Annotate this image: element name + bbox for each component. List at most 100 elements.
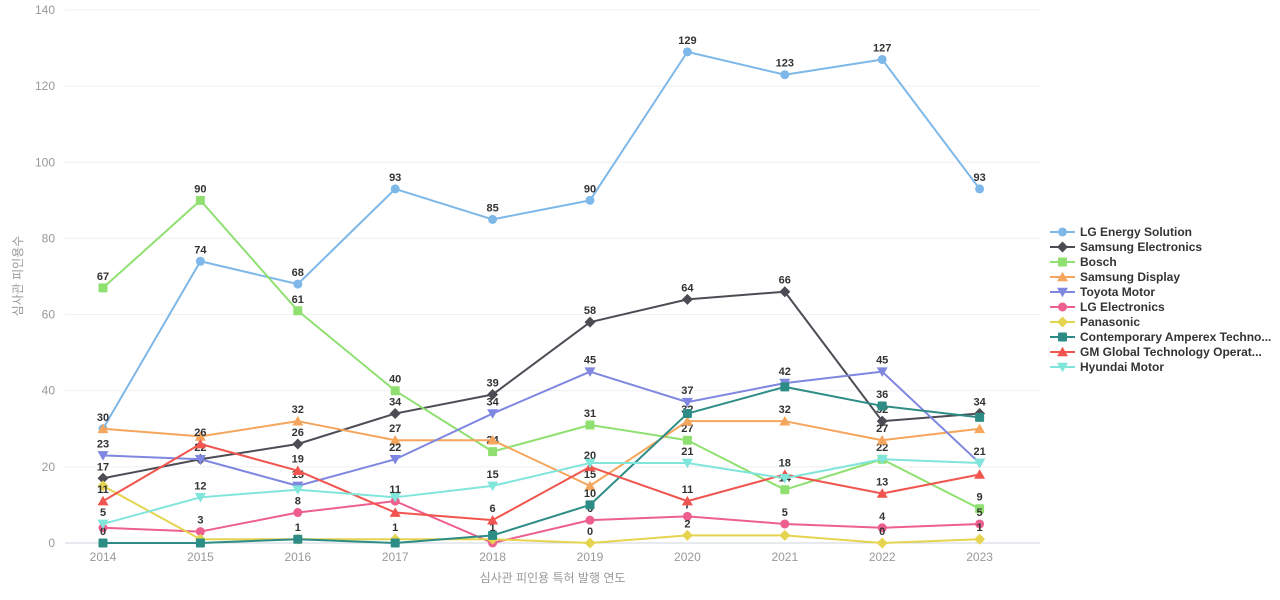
- legend-item-samsung-display[interactable]: Samsung Display: [1050, 269, 1271, 284]
- series-line[interactable]: [102, 370, 981, 487]
- data-point-marker[interactable]: [779, 415, 791, 426]
- data-point-marker[interactable]: [876, 488, 888, 498]
- data-point-marker[interactable]: [975, 184, 985, 194]
- data-point-marker[interactable]: [974, 458, 986, 469]
- data-point-marker[interactable]: [97, 472, 109, 484]
- data-point-marker[interactable]: [487, 514, 499, 525]
- data-point-marker[interactable]: [488, 214, 498, 224]
- data-point-marker[interactable]: [681, 529, 693, 541]
- data-point-marker[interactable]: [974, 423, 986, 434]
- data-point-marker[interactable]: [681, 397, 693, 408]
- data-point-marker[interactable]: [292, 415, 304, 426]
- data-point-marker[interactable]: [97, 451, 109, 461]
- data-point-marker[interactable]: [584, 367, 596, 377]
- data-point-marker[interactable]: [390, 386, 400, 396]
- series-line[interactable]: [102, 500, 980, 544]
- legend-item-gm-global-technology-operat[interactable]: GM Global Technology Operat...: [1050, 344, 1271, 359]
- data-point-marker[interactable]: [97, 519, 109, 530]
- data-point-marker[interactable]: [389, 454, 401, 465]
- data-point-marker[interactable]: [293, 508, 303, 518]
- series-line[interactable]: [102, 199, 981, 510]
- data-point-marker[interactable]: [293, 279, 303, 289]
- series-line[interactable]: [102, 458, 980, 525]
- legend-item-bosch[interactable]: Bosch: [1050, 254, 1271, 269]
- data-point-marker[interactable]: [780, 382, 790, 392]
- data-point-marker[interactable]: [974, 533, 986, 545]
- data-point-marker[interactable]: [682, 435, 692, 445]
- legend-item-toyota-motor[interactable]: Toyota Motor: [1050, 284, 1271, 299]
- data-point-marker[interactable]: [195, 538, 205, 548]
- data-point-marker[interactable]: [390, 184, 400, 194]
- data-point-marker[interactable]: [487, 435, 499, 445]
- data-point-marker[interactable]: [390, 538, 400, 548]
- legend-item-lg-electronics[interactable]: LG Electronics: [1050, 299, 1271, 314]
- legend-item-panasonic[interactable]: Panasonic: [1050, 314, 1271, 329]
- data-point-marker[interactable]: [293, 534, 303, 544]
- data-point-marker[interactable]: [779, 473, 791, 484]
- data-point-marker[interactable]: [194, 431, 206, 441]
- series-line[interactable]: [102, 485, 980, 544]
- data-point-marker[interactable]: [195, 527, 205, 537]
- data-point-marker[interactable]: [98, 283, 108, 293]
- data-point-marker[interactable]: [487, 481, 499, 492]
- data-point-marker[interactable]: [389, 408, 401, 420]
- data-point-marker[interactable]: [876, 367, 888, 377]
- series-line[interactable]: [103, 385, 980, 544]
- data-point-marker[interactable]: [488, 530, 498, 540]
- data-point-marker[interactable]: [780, 485, 790, 495]
- data-point-marker[interactable]: [585, 420, 595, 430]
- data-point-marker[interactable]: [293, 306, 303, 316]
- data-point-marker[interactable]: [194, 454, 206, 465]
- data-point-marker[interactable]: [876, 435, 888, 445]
- data-point-marker[interactable]: [779, 286, 791, 298]
- data-point-marker[interactable]: [389, 507, 401, 517]
- legend-item-contemporary-amperex-techno[interactable]: Contemporary Amperex Techno...: [1050, 329, 1271, 344]
- data-point-marker[interactable]: [877, 523, 887, 533]
- data-point-marker[interactable]: [584, 458, 596, 469]
- data-point-marker[interactable]: [876, 454, 888, 465]
- data-point-marker[interactable]: [681, 458, 693, 469]
- series-line[interactable]: [102, 420, 980, 487]
- data-point-marker[interactable]: [682, 409, 692, 419]
- legend-item-samsung-electronics[interactable]: Samsung Electronics: [1050, 239, 1271, 254]
- data-point-marker[interactable]: [975, 519, 985, 529]
- series-line[interactable]: [102, 50, 981, 430]
- data-point-marker[interactable]: [195, 256, 205, 266]
- data-point-marker[interactable]: [584, 316, 596, 328]
- data-point-marker[interactable]: [97, 480, 109, 492]
- data-point-marker[interactable]: [682, 47, 692, 57]
- data-point-marker[interactable]: [488, 447, 498, 457]
- data-point-marker[interactable]: [974, 469, 986, 479]
- data-point-marker[interactable]: [389, 435, 401, 445]
- data-point-marker[interactable]: [585, 500, 595, 510]
- data-point-marker[interactable]: [877, 54, 887, 64]
- data-point-marker[interactable]: [584, 537, 596, 549]
- data-point-marker[interactable]: [780, 70, 790, 80]
- data-point-marker[interactable]: [194, 438, 206, 449]
- data-point-marker[interactable]: [98, 538, 108, 548]
- data-point-marker[interactable]: [876, 415, 888, 427]
- legend-item-lg-energy-solution[interactable]: LG Energy Solution: [1050, 224, 1271, 239]
- data-point-marker[interactable]: [585, 195, 595, 205]
- data-point-marker[interactable]: [292, 465, 304, 475]
- data-point-marker[interactable]: [292, 485, 304, 495]
- data-point-marker[interactable]: [292, 438, 304, 450]
- data-point-marker[interactable]: [681, 415, 693, 426]
- data-point-marker[interactable]: [389, 493, 401, 503]
- data-point-marker[interactable]: [780, 519, 790, 529]
- data-point-marker[interactable]: [584, 480, 596, 491]
- data-point-marker[interactable]: [681, 495, 693, 506]
- data-point-marker[interactable]: [194, 493, 206, 503]
- data-point-marker[interactable]: [975, 412, 985, 422]
- data-point-marker[interactable]: [877, 401, 887, 411]
- data-point-marker[interactable]: [682, 511, 692, 521]
- data-point-marker[interactable]: [487, 409, 499, 419]
- data-point-marker[interactable]: [681, 293, 693, 305]
- data-point-marker[interactable]: [585, 515, 595, 525]
- data-point-marker[interactable]: [97, 495, 109, 506]
- series-line[interactable]: [102, 443, 980, 522]
- data-point-marker[interactable]: [195, 195, 205, 205]
- data-point-marker[interactable]: [779, 529, 791, 541]
- data-point-marker[interactable]: [876, 537, 888, 549]
- legend-item-hyundai-motor[interactable]: Hyundai Motor: [1050, 359, 1271, 374]
